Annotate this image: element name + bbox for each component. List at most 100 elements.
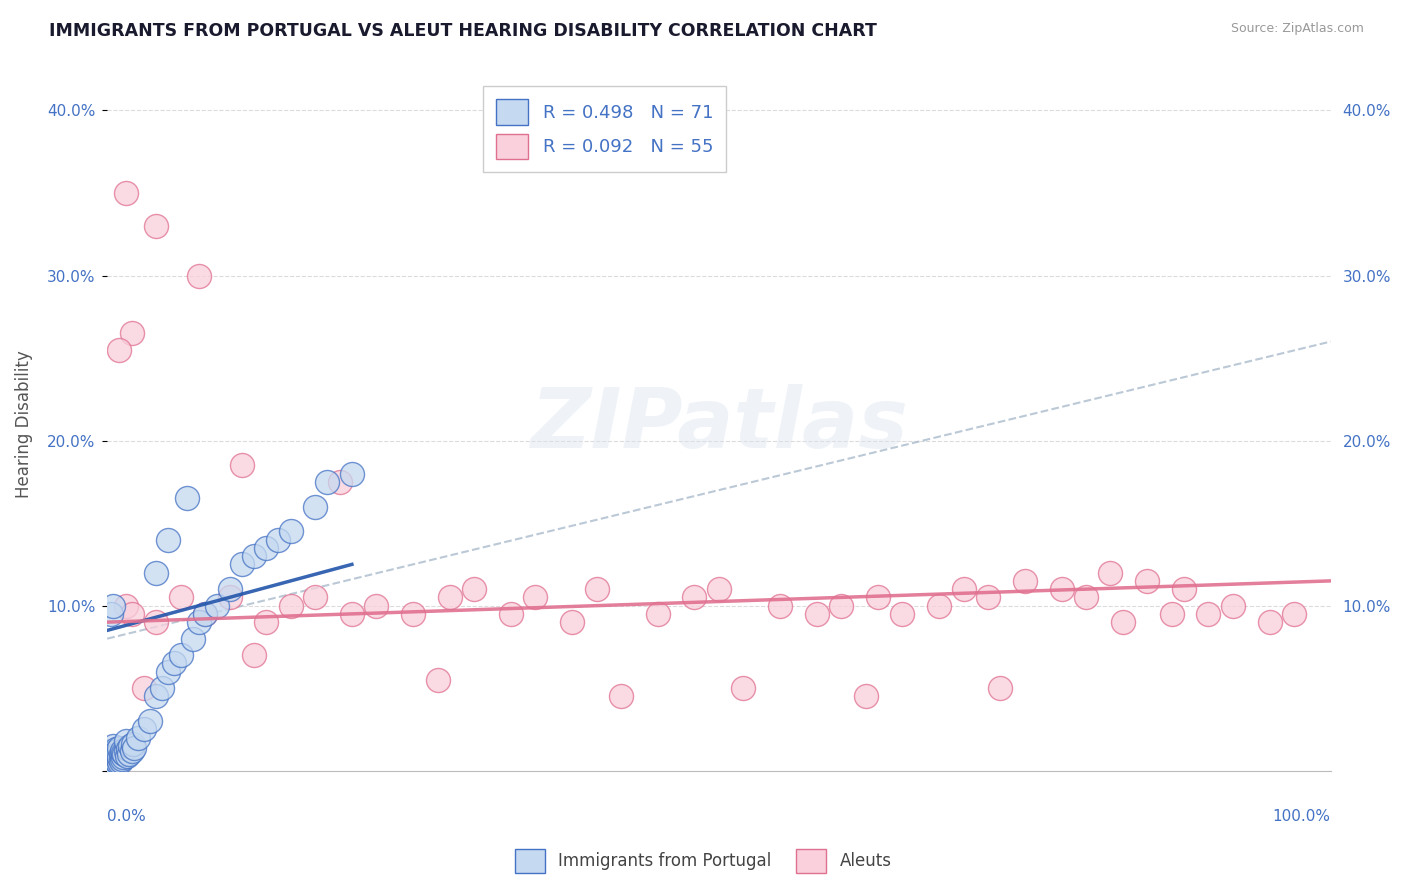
Point: [103, 756, 125, 770]
Point: [1197, 607, 1219, 621]
Point: [111, 752, 134, 766]
Point: [114, 599, 136, 613]
Point: [157, 533, 180, 547]
Legend: R = 0.498   N = 71, R = 0.092   N = 55: R = 0.498 N = 71, R = 0.092 N = 55: [484, 87, 725, 172]
Point: [316, 475, 339, 489]
Legend: Immigrants from Portugal, Aleuts: Immigrants from Portugal, Aleuts: [508, 842, 898, 880]
Point: [114, 744, 136, 758]
Point: [254, 615, 277, 629]
Point: [117, 742, 139, 756]
Point: [127, 731, 149, 745]
Text: 0.0%: 0.0%: [107, 809, 146, 824]
Point: [145, 615, 167, 629]
Point: [157, 665, 180, 679]
Point: [114, 186, 136, 200]
Point: [115, 748, 138, 763]
Point: [1258, 615, 1281, 629]
Point: [928, 599, 950, 613]
Text: ZIPatlas: ZIPatlas: [530, 384, 908, 465]
Point: [402, 607, 425, 621]
Point: [304, 500, 326, 514]
Point: [329, 475, 352, 489]
Point: [100, 744, 122, 758]
Point: [98, 760, 121, 774]
Point: [218, 591, 240, 605]
Point: [340, 467, 363, 481]
Point: [683, 591, 706, 605]
Point: [103, 747, 125, 762]
Point: [110, 747, 132, 762]
Point: [150, 681, 173, 695]
Point: [855, 690, 877, 704]
Point: [121, 744, 143, 758]
Point: [122, 740, 145, 755]
Point: [439, 591, 461, 605]
Point: [610, 690, 633, 704]
Point: [98, 747, 121, 762]
Point: [499, 607, 522, 621]
Point: [103, 739, 125, 753]
Point: [366, 599, 388, 613]
Point: [194, 607, 217, 621]
Point: [112, 750, 135, 764]
Point: [1099, 566, 1122, 580]
Point: [163, 657, 186, 671]
Point: [105, 756, 128, 770]
Point: [120, 739, 142, 753]
Point: [707, 582, 730, 596]
Point: [254, 541, 277, 555]
Point: [952, 582, 974, 596]
Point: [169, 648, 191, 662]
Point: [104, 742, 127, 756]
Point: [101, 754, 124, 768]
Point: [107, 752, 129, 766]
Point: [97, 758, 120, 772]
Point: [1282, 607, 1305, 621]
Point: [122, 737, 145, 751]
Text: Source: ZipAtlas.com: Source: ZipAtlas.com: [1230, 22, 1364, 36]
Point: [304, 591, 326, 605]
Point: [105, 744, 128, 758]
Point: [104, 748, 127, 763]
Point: [176, 491, 198, 506]
Point: [280, 599, 302, 613]
Point: [1074, 591, 1097, 605]
Point: [121, 326, 143, 341]
Point: [561, 615, 583, 629]
Point: [1112, 615, 1135, 629]
Point: [145, 690, 167, 704]
Point: [121, 607, 143, 621]
Y-axis label: Hearing Disability: Hearing Disability: [15, 351, 32, 498]
Point: [100, 757, 122, 772]
Point: [181, 632, 204, 646]
Point: [103, 750, 125, 764]
Point: [647, 607, 669, 621]
Point: [132, 723, 155, 737]
Point: [1160, 607, 1182, 621]
Point: [103, 757, 125, 772]
Point: [1136, 574, 1159, 588]
Point: [103, 752, 125, 766]
Point: [104, 754, 127, 768]
Point: [243, 648, 266, 662]
Point: [524, 591, 547, 605]
Point: [891, 607, 914, 621]
Point: [108, 343, 131, 357]
Point: [169, 591, 191, 605]
Point: [218, 582, 240, 596]
Point: [733, 681, 755, 695]
Point: [97, 756, 120, 770]
Point: [145, 566, 167, 580]
Point: [866, 591, 889, 605]
Point: [426, 673, 449, 687]
Point: [110, 754, 132, 768]
Point: [988, 681, 1011, 695]
Point: [231, 458, 253, 473]
Point: [100, 752, 122, 766]
Point: [769, 599, 792, 613]
Point: [118, 747, 141, 762]
Point: [107, 747, 129, 762]
Point: [112, 747, 135, 762]
Point: [145, 219, 167, 233]
Point: [243, 549, 266, 563]
